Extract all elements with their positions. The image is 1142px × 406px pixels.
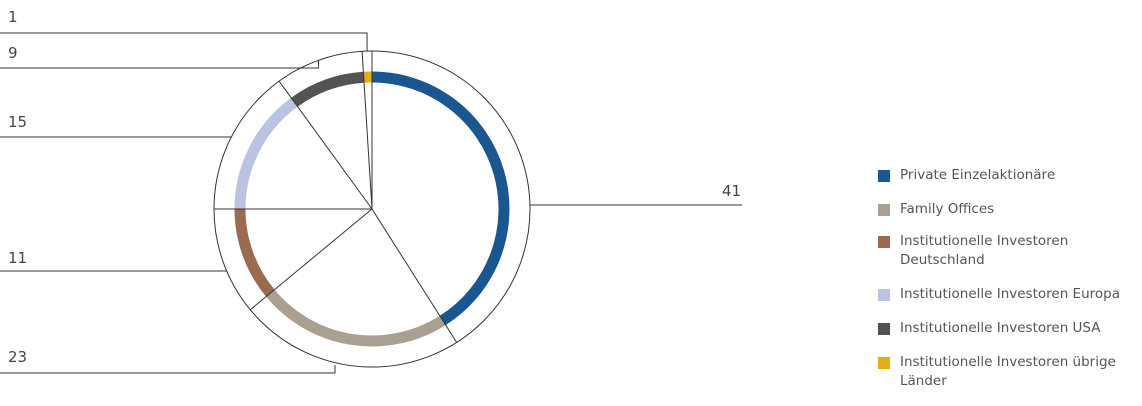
value-label-institutionelle-investoren-usa: 9 (8, 44, 18, 62)
slice-institutionelle-investoren-deutschland (240, 209, 270, 293)
value-label-institutionelle-investoren-uebrige-laender: 1 (8, 8, 18, 26)
legend: Private Einzelaktionäre Family Offices I… (878, 166, 1140, 406)
legend-label: Institutionelle Investoren Deutschland (900, 232, 1140, 270)
value-label-family-offices: 23 (8, 348, 27, 366)
legend-swatch (878, 170, 890, 182)
legend-swatch (878, 236, 890, 248)
value-label-institutionelle-investoren-deutschland: 11 (8, 249, 27, 267)
legend-item-private-einzelaktionaere: Private Einzelaktionäre (878, 166, 1140, 185)
slice-divider (372, 209, 457, 342)
leader-line-institutionelle-investoren-usa (0, 60, 318, 68)
legend-item-institutionelle-deutschland: Institutionelle Investoren Deutschland (878, 232, 1140, 270)
slice-divider (250, 209, 372, 310)
legend-swatch (878, 204, 890, 216)
legend-swatch (878, 289, 890, 301)
slice-divider (279, 81, 372, 209)
slice-family-offices (270, 293, 442, 341)
leader-line-institutionelle-investoren-uebrige-laender (0, 33, 367, 51)
legend-swatch (878, 323, 890, 335)
legend-label: Institutionelle Investoren USA (900, 319, 1101, 338)
legend-item-institutionelle-uebrige-laender: Institutionelle Investoren übrige Länder (878, 353, 1140, 391)
slice-institutionelle-investoren-europa (240, 102, 294, 209)
slice-institutionelle-investoren-usa (294, 77, 363, 102)
legend-item-family-offices: Family Offices (878, 200, 1140, 219)
legend-label: Private Einzelaktionäre (900, 166, 1055, 185)
slice-private-einzelaktionaere (372, 77, 504, 320)
value-label-private-einzelaktionaere: 41 (722, 182, 741, 200)
legend-label: Institutionelle Investoren übrige Länder (900, 353, 1140, 391)
legend-label: Family Offices (900, 200, 994, 219)
legend-item-institutionelle-europa: Institutionelle Investoren Europa (878, 285, 1140, 304)
value-label-institutionelle-investoren-europa: 15 (8, 113, 27, 131)
legend-item-institutionelle-usa: Institutionelle Investoren USA (878, 319, 1140, 338)
legend-swatch (878, 357, 890, 369)
leader-line-family-offices (0, 365, 335, 373)
legend-label: Institutionelle Investoren Europa (900, 285, 1120, 304)
